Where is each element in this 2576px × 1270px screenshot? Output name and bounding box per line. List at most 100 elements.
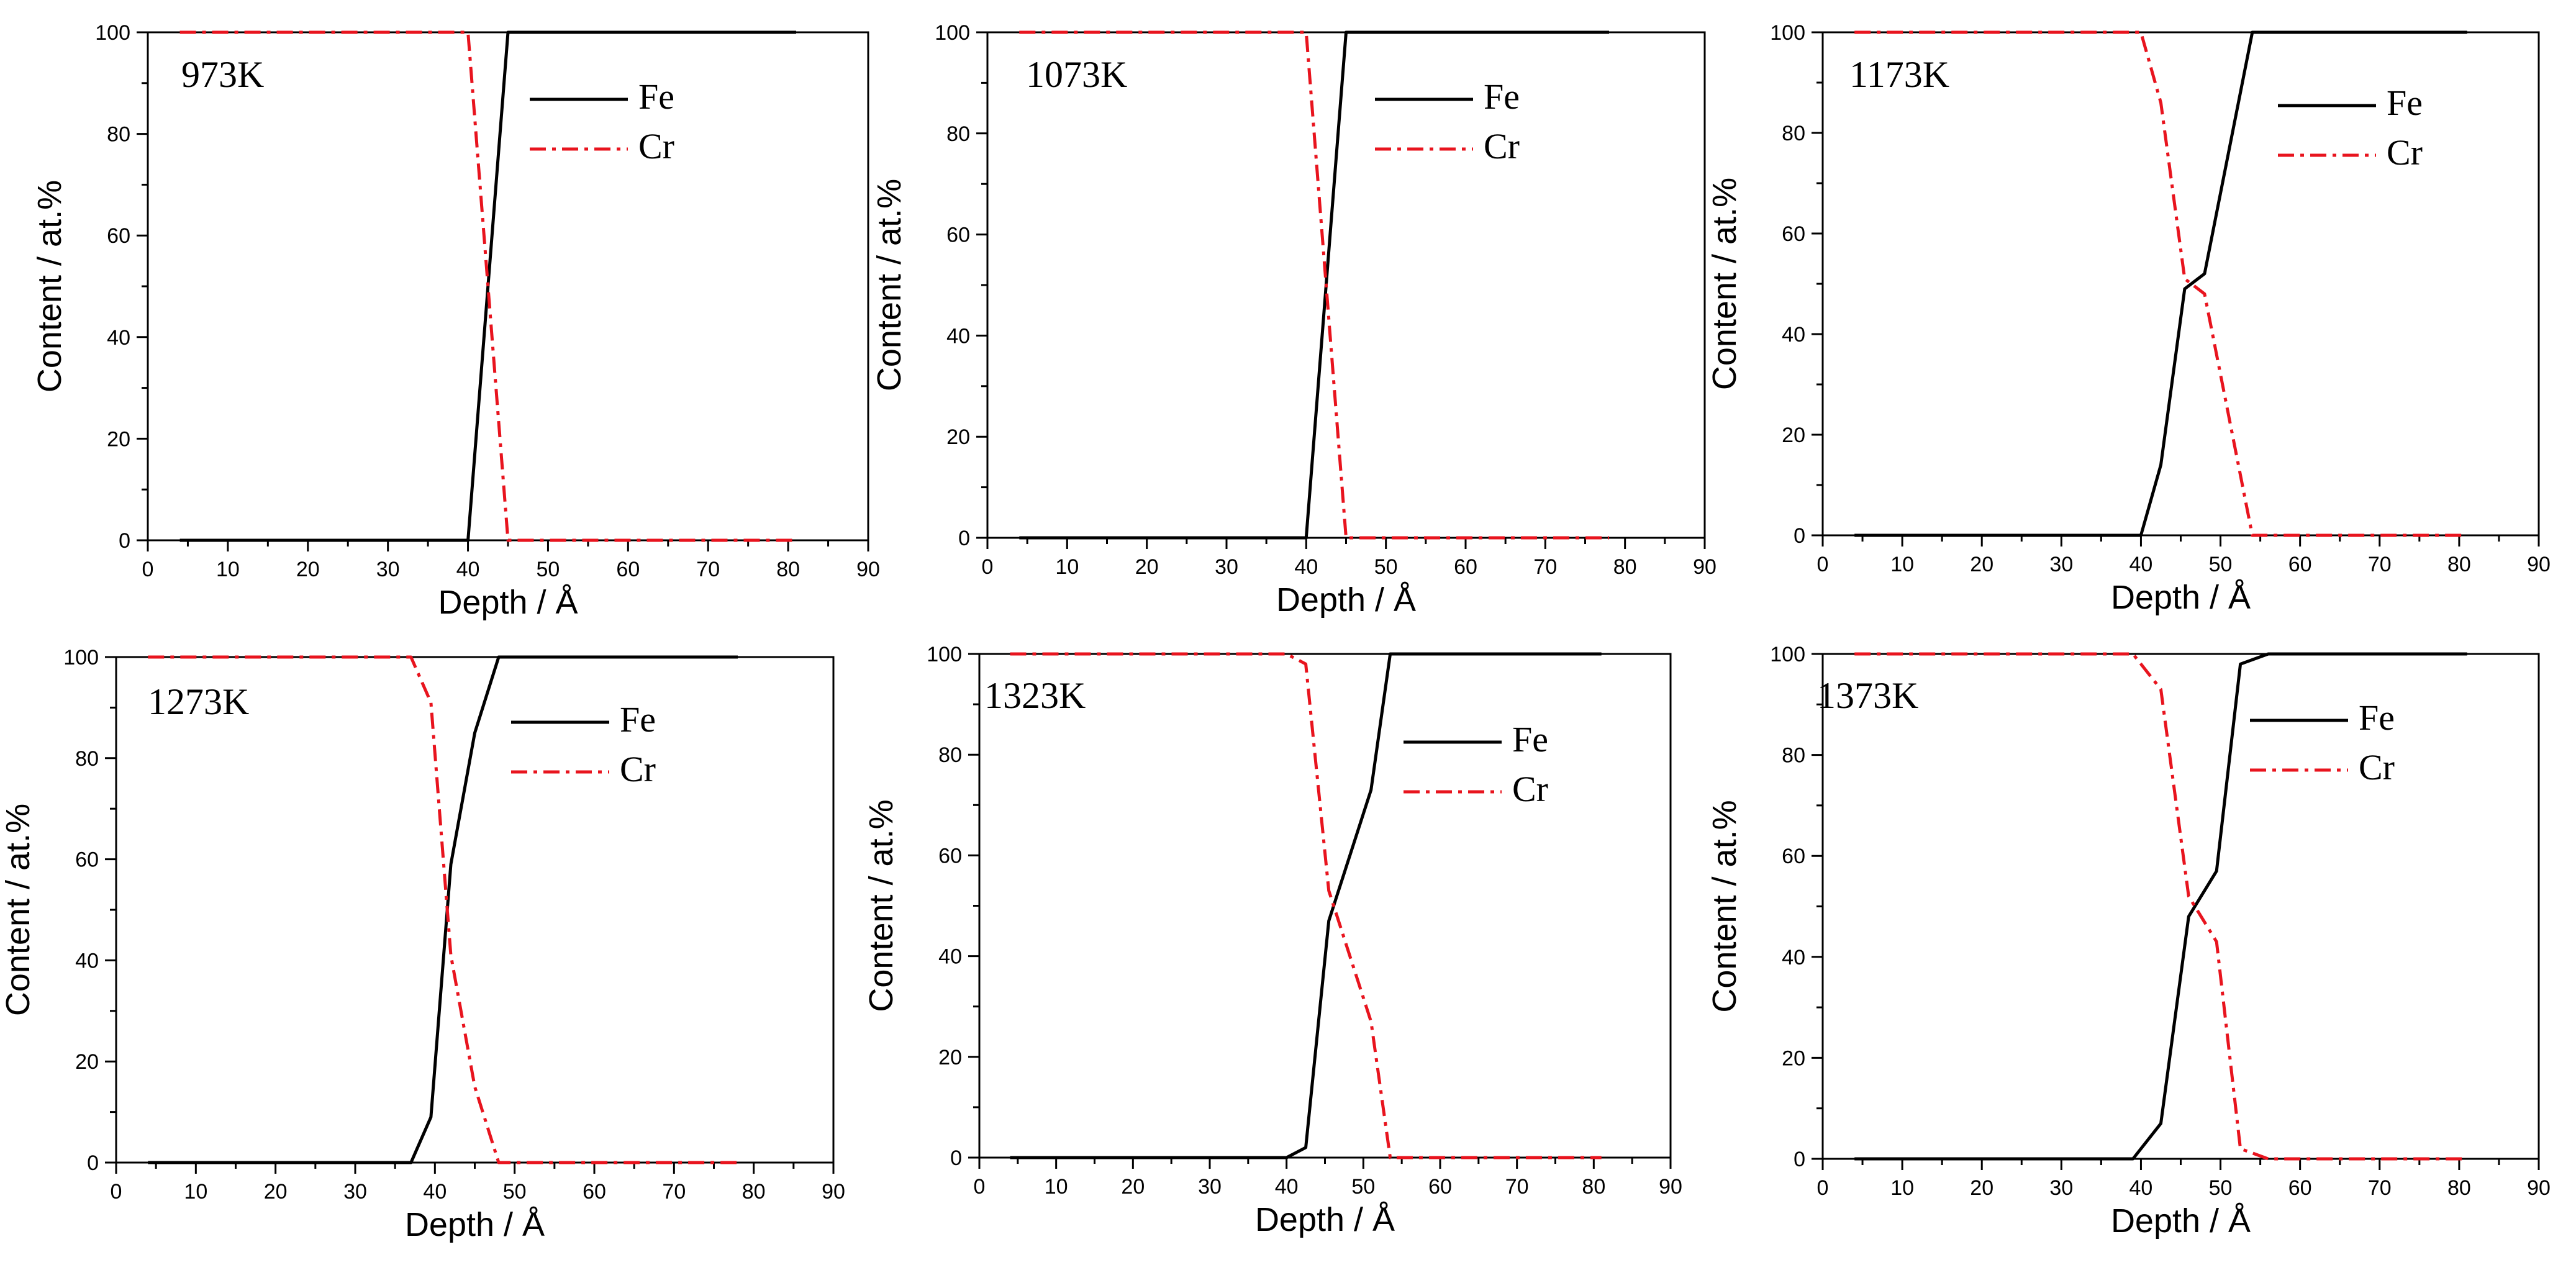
chart-panel-1273K: 0 10 20 30 40 50 60 70 80 90 0 20 40 60 80 100 Depth / Å… [0, 646, 845, 1243]
y-tick-label: 20 [107, 427, 130, 451]
plot-frame [978, 653, 1672, 1159]
x-tick-label: 40 [2129, 553, 2153, 576]
y-tick-label: 20 [1782, 1046, 1805, 1070]
x-tick-label: 40 [1294, 555, 1318, 579]
y-tick-label: 80 [938, 743, 962, 767]
x-tick-label: 10 [1045, 1175, 1068, 1199]
y-tick-label: 60 [1782, 845, 1805, 868]
y-tick-label: 0 [87, 1151, 99, 1175]
series-line-fe [148, 655, 738, 1164]
x-tick-label: 30 [376, 558, 400, 581]
y-tick-label: 100 [95, 21, 130, 45]
x-axis-label: Depth / Å [405, 1206, 545, 1243]
y-axis-label: Content / at.% [1706, 178, 1743, 390]
plot-frame [1821, 653, 2540, 1160]
y-tick-label: 0 [950, 1146, 962, 1170]
x-tick-label: 80 [2447, 1176, 2471, 1200]
y-tick-label: 60 [75, 848, 99, 872]
plot-frame [1821, 31, 2540, 537]
y-tick-label: 80 [1782, 744, 1805, 768]
x-tick-label: 20 [1121, 1175, 1145, 1199]
y-tick-label: 0 [1794, 524, 1805, 548]
x-tick-label: 60 [1454, 555, 1477, 579]
series-line-cr [1854, 652, 2467, 1161]
y-tick-label: 40 [1782, 946, 1805, 969]
x-tick-label: 70 [696, 558, 720, 581]
temperature-label: 1323K [984, 675, 1086, 716]
y-tick-label: 0 [958, 527, 970, 550]
y-tick-label: 0 [119, 529, 130, 553]
legend: Fe Cr [2278, 83, 2423, 173]
y-axis-label: Content / at.% [1706, 800, 1743, 1012]
x-tick-label: 30 [1215, 555, 1238, 579]
x-tick-label: 80 [742, 1180, 766, 1204]
legend-label-fe: Fe [2387, 83, 2423, 123]
x-tick-label: 70 [2368, 1176, 2392, 1200]
series-line-fe [1019, 30, 1609, 540]
legend: Fe Cr [1375, 76, 1520, 166]
y-tick-label: 20 [1782, 424, 1805, 447]
y-tick-label: 80 [946, 122, 970, 146]
x-tick-label: 90 [1659, 1175, 1682, 1199]
y-tick-label: 100 [1770, 643, 1805, 666]
legend-label-fe: Fe [620, 699, 656, 740]
x-tick-label: 0 [111, 1180, 122, 1204]
y-tick-label: 80 [75, 747, 99, 771]
x-tick-label: 20 [1135, 555, 1159, 579]
x-tick-label: 70 [1533, 555, 1557, 579]
chart-panel-1323K: 0 10 20 30 40 50 60 70 80 90 0 20 40 60 80 100 Depth / Å… [863, 643, 1682, 1238]
series-line-fe [1854, 652, 2467, 1161]
y-tick-label: 40 [938, 945, 962, 969]
x-tick-label: 60 [1428, 1175, 1452, 1199]
y-tick-label: 60 [938, 844, 962, 868]
x-tick-label: 60 [2288, 1176, 2312, 1200]
legend: Fe Cr [2250, 697, 2395, 787]
x-tick-label: 50 [537, 558, 560, 581]
x-tick-label: 80 [2447, 553, 2471, 576]
x-tick-label: 90 [822, 1180, 845, 1204]
x-tick-label: 80 [1582, 1175, 1605, 1199]
x-tick-label: 30 [1198, 1175, 1222, 1199]
x-tick-label: 10 [184, 1180, 207, 1204]
x-tick-label: 20 [1970, 1176, 1993, 1200]
temperature-label: 973K [181, 54, 264, 95]
legend-label-cr: Cr [1512, 769, 1548, 809]
legend-label-cr: Cr [1484, 126, 1520, 166]
x-axis-label: Depth / Å [2111, 1202, 2251, 1240]
plot-frame [147, 31, 869, 542]
series-line-fe [1010, 652, 1602, 1159]
x-tick-label: 50 [2209, 553, 2233, 576]
x-tick-label: 40 [2129, 1176, 2153, 1200]
series-line-cr [1854, 30, 2467, 537]
legend-label-cr: Cr [638, 126, 674, 166]
x-tick-label: 90 [2527, 553, 2551, 576]
series-line-cr [179, 30, 796, 542]
x-tick-label: 30 [343, 1180, 367, 1204]
temperature-label: 1273K [148, 681, 249, 722]
y-axis-label: Content / at.% [863, 799, 900, 1012]
x-tick-label: 0 [982, 555, 994, 579]
x-axis-label: Depth / Å [1255, 1201, 1395, 1238]
legend-label-cr: Cr [620, 749, 656, 789]
chart-panel-973K: 0 10 20 30 40 50 60 70 80 90 0 20 40 60 80 100 Depth / Å… [31, 21, 880, 621]
y-tick-label: 100 [63, 646, 99, 669]
x-tick-label: 70 [662, 1180, 686, 1204]
y-tick-label: 80 [107, 123, 130, 147]
series-line-cr [148, 655, 738, 1164]
x-tick-label: 20 [296, 558, 320, 581]
chart-panel-1173K: 0 10 20 30 40 50 60 70 80 90 0 20 40 60 80 100 Depth / Å… [1706, 21, 2551, 616]
x-tick-label: 0 [1817, 1176, 1829, 1200]
x-tick-label: 10 [1890, 1176, 1914, 1200]
chart-panel-1373K: 0 10 20 30 40 50 60 70 80 90 0 20 40 60 80 100 Depth / Å… [1706, 643, 2551, 1240]
temperature-label: 1373K [1817, 675, 1918, 716]
legend-label-cr: Cr [2387, 132, 2423, 173]
x-tick-label: 0 [142, 558, 154, 581]
legend-label-fe: Fe [1484, 76, 1520, 117]
x-tick-label: 90 [2527, 1176, 2551, 1200]
x-tick-label: 80 [1613, 555, 1637, 579]
legend: Fe Cr [511, 699, 656, 789]
y-tick-label: 40 [107, 326, 130, 350]
y-axis-label: Content / at.% [871, 179, 908, 391]
x-tick-label: 90 [856, 558, 880, 581]
